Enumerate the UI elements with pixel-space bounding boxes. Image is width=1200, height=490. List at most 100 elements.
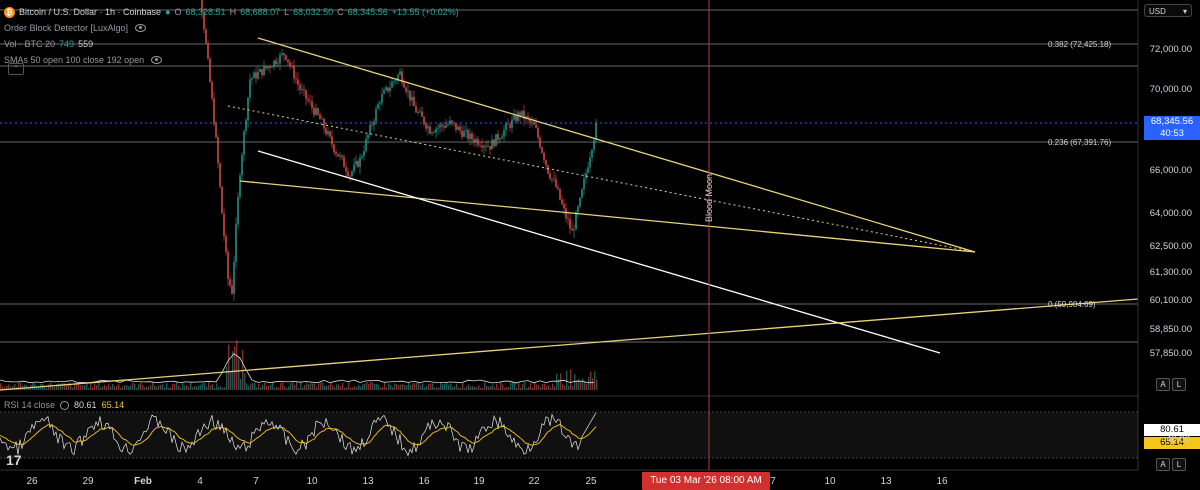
volume-bar bbox=[158, 385, 160, 390]
candle-body bbox=[395, 80, 397, 82]
candle-body bbox=[501, 136, 503, 139]
channel-line[interactable] bbox=[257, 150, 941, 354]
eye-icon[interactable] bbox=[151, 56, 163, 64]
collapse-legend-button[interactable]: ⌃ bbox=[8, 63, 24, 75]
candle-body bbox=[557, 187, 559, 189]
volume-bar bbox=[310, 383, 312, 390]
candle-body bbox=[527, 116, 529, 119]
candle-body bbox=[467, 130, 469, 139]
volume-bar bbox=[372, 382, 374, 390]
volume-bar bbox=[170, 387, 172, 390]
log-scale-button[interactable]: L bbox=[1172, 378, 1186, 391]
symbol-row[interactable]: ₿ Bitcoin / U.S. Dollar · 1h · Coinbase … bbox=[4, 4, 459, 20]
candle-body bbox=[507, 123, 509, 125]
candle-body bbox=[211, 81, 213, 99]
candle-body bbox=[263, 66, 265, 76]
candle-body bbox=[457, 126, 459, 130]
candle-body bbox=[435, 128, 437, 133]
volume-bar bbox=[546, 385, 548, 390]
time-tick-label: 29 bbox=[82, 476, 94, 487]
volume-bar bbox=[10, 386, 12, 390]
candle-body bbox=[539, 137, 541, 148]
auto-scale-button[interactable]: A bbox=[1156, 378, 1170, 391]
candle-body bbox=[203, 11, 205, 30]
volume-bar bbox=[106, 386, 108, 390]
candle-body bbox=[237, 196, 239, 225]
volume-bar bbox=[126, 385, 128, 390]
time-axis[interactable]: 26 29 Feb 4 7 10 13 16 19 22 25 7 10 13 16 bbox=[0, 469, 1138, 487]
currency-select[interactable]: USD bbox=[1144, 4, 1192, 18]
volume-bar bbox=[390, 385, 392, 390]
mid-wedge-line[interactable] bbox=[227, 105, 976, 253]
rsi-legend[interactable]: RSI 14 close 80.61 65.14 bbox=[4, 400, 124, 410]
volume-bar bbox=[54, 387, 56, 390]
volume-bar bbox=[510, 382, 512, 390]
volume-bar bbox=[72, 387, 74, 390]
long-support-line[interactable] bbox=[0, 298, 1139, 391]
rsi-label: RSI 14 close bbox=[4, 400, 56, 410]
volume-bar bbox=[490, 386, 492, 390]
volume-bar bbox=[176, 382, 178, 390]
volume-value-b: 559 bbox=[78, 39, 94, 49]
volume-bar bbox=[586, 383, 588, 390]
indicator-volume[interactable]: Vol · BTC 20 749 559 bbox=[4, 36, 459, 52]
auto-scale-button-rsi[interactable]: A bbox=[1156, 458, 1170, 471]
candle-body bbox=[541, 147, 543, 153]
volume-bar bbox=[234, 346, 236, 390]
indicator-order-block[interactable]: Order Block Detector [LuxAlgo] bbox=[4, 20, 459, 36]
candle-body bbox=[475, 139, 477, 143]
time-tick-label: 22 bbox=[528, 476, 540, 487]
eye-icon[interactable] bbox=[135, 24, 147, 32]
rsi-line bbox=[0, 412, 597, 457]
price-axis[interactable]: 72,000.00 70,000.00 66,000.00 64,000.00 62,5… bbox=[1137, 0, 1192, 470]
volume-bar bbox=[484, 382, 486, 390]
volume-bar bbox=[568, 385, 570, 390]
log-scale-button-rsi[interactable]: L bbox=[1172, 458, 1186, 471]
price-tick-label: 70,000.00 bbox=[1150, 84, 1192, 95]
candle-body bbox=[307, 98, 309, 101]
candle-body bbox=[349, 175, 351, 177]
volume-bar bbox=[118, 384, 120, 390]
trendlines[interactable] bbox=[0, 37, 1139, 391]
volume-bar bbox=[172, 383, 174, 390]
candle-body bbox=[519, 112, 521, 116]
rsi-settings-icon[interactable] bbox=[60, 400, 70, 410]
candle-body bbox=[427, 126, 429, 129]
volume-bar bbox=[140, 382, 142, 390]
volume-bar bbox=[52, 386, 54, 390]
volume-bar bbox=[430, 383, 432, 390]
indicator-sma[interactable]: SMAs 50 open 100 close 192 open bbox=[4, 52, 459, 68]
volume-bar bbox=[60, 383, 62, 390]
upper-wedge-line[interactable] bbox=[257, 37, 976, 253]
candle-body bbox=[473, 139, 475, 143]
symbol-title[interactable]: Bitcoin / U.S. Dollar · 1h · Coinbase bbox=[19, 7, 162, 17]
volume-bar bbox=[576, 380, 578, 390]
candle-body bbox=[345, 167, 347, 172]
time-tick-label: 10 bbox=[306, 476, 318, 487]
volume-bar bbox=[302, 387, 304, 390]
volume-bar bbox=[98, 382, 100, 390]
volume-bar bbox=[194, 385, 196, 390]
volume-bar bbox=[198, 385, 200, 390]
candle-body bbox=[415, 106, 417, 113]
blood-moon-annotation: Blood Moon bbox=[704, 174, 714, 222]
volume-bar bbox=[282, 382, 284, 390]
volume-bar bbox=[314, 383, 316, 390]
volume-bar bbox=[554, 386, 556, 390]
candle-body bbox=[483, 145, 485, 148]
candle-body bbox=[363, 151, 365, 157]
lower-wedge-line[interactable] bbox=[239, 180, 976, 253]
volume-bar bbox=[320, 382, 322, 390]
volume-bar bbox=[548, 385, 550, 390]
candle-body bbox=[399, 71, 401, 75]
rsi-axis-40-label: 40.00 bbox=[1166, 434, 1190, 445]
volume-bar bbox=[486, 385, 488, 390]
volume-bar bbox=[292, 382, 294, 390]
candle-body bbox=[371, 124, 373, 126]
volume-bar bbox=[346, 387, 348, 390]
last-price-label: 68,345.56 40:53 bbox=[1144, 116, 1200, 140]
volume-bar bbox=[186, 385, 188, 390]
candle-body bbox=[545, 160, 547, 166]
volume-bar bbox=[180, 387, 182, 390]
